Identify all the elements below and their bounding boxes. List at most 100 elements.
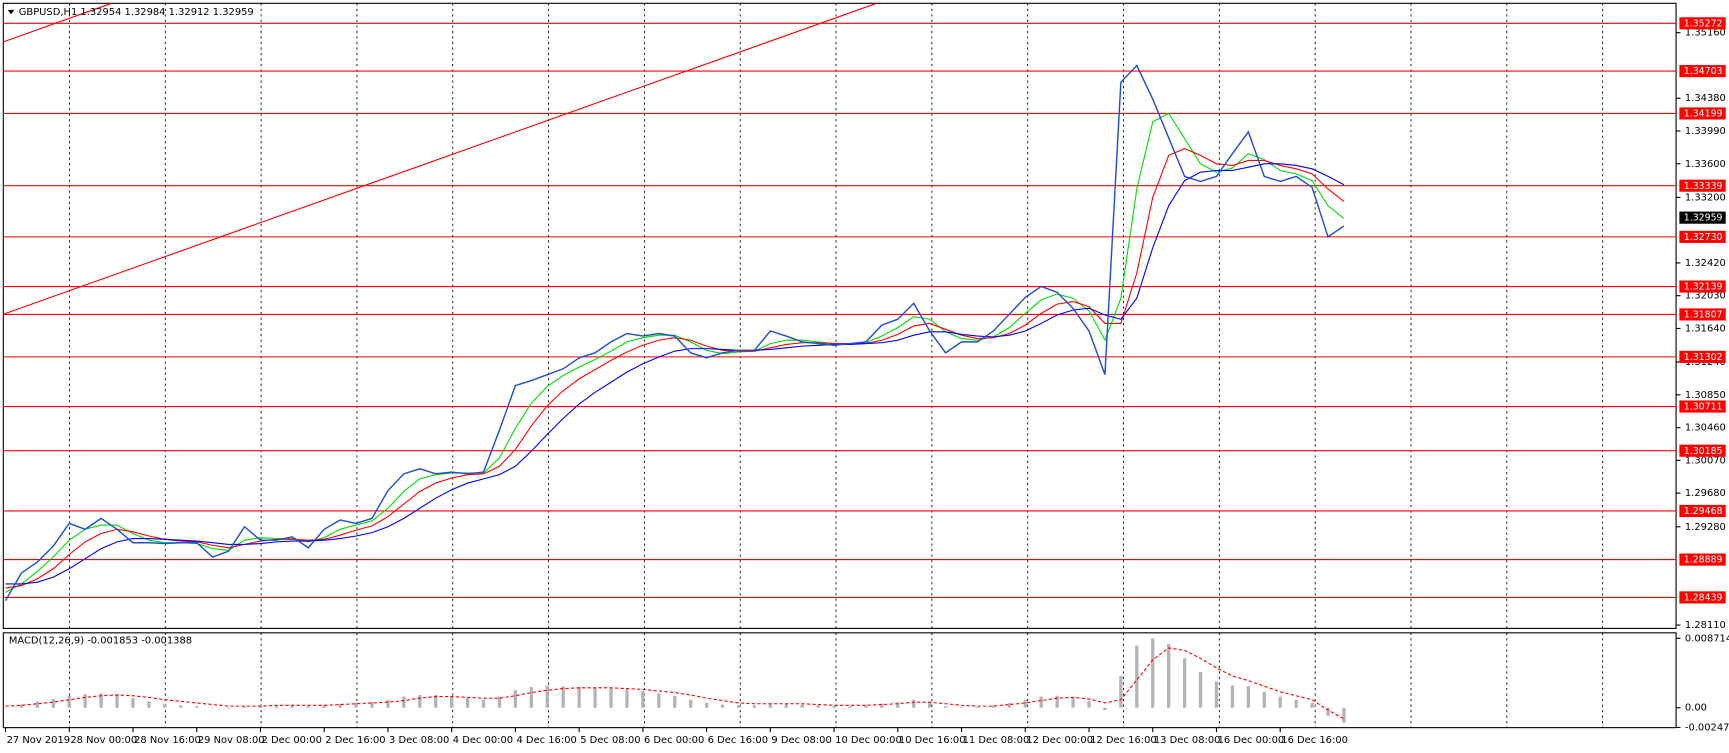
macd-bar <box>1007 702 1011 708</box>
price-level-box <box>1679 350 1726 363</box>
x-tick-label: 11 Dec 08:00 <box>963 735 1030 746</box>
price-level-box <box>1679 444 1726 457</box>
macd-bar <box>1342 707 1346 723</box>
price-level-label: 1.35272 <box>1684 18 1723 29</box>
macd-bar <box>641 690 645 708</box>
macd-bar <box>1246 686 1250 708</box>
macd-bar <box>402 696 406 708</box>
x-tick-label: 29 Nov 08:00 <box>198 735 265 746</box>
macd-bar <box>1023 699 1027 708</box>
macd-bar <box>912 699 916 708</box>
macd-bar <box>657 693 661 708</box>
price-level-label: 1.28439 <box>1684 592 1723 603</box>
macd-bar <box>864 705 868 708</box>
price-level-label: 1.30185 <box>1684 446 1723 457</box>
macd-bar <box>99 693 103 708</box>
macd-bar <box>306 706 310 708</box>
macd-bar <box>434 694 438 708</box>
moving-average <box>5 163 1345 585</box>
price-panel <box>2 2 1677 629</box>
macd-bar <box>195 706 199 708</box>
macd-bar <box>975 706 980 708</box>
y-tick-label: 1.29680 <box>1685 488 1726 499</box>
macd-bar <box>19 704 24 708</box>
macd-bar <box>736 705 741 708</box>
macd-bar <box>1262 691 1266 708</box>
macd-bar <box>1214 681 1219 708</box>
plot-layer <box>3 64 1346 723</box>
x-tick-label: 27 Nov 2019 <box>7 735 70 746</box>
macd-bar <box>609 688 613 708</box>
price-level-label: 1.28889 <box>1684 555 1723 566</box>
y-tick-label: 1.30850 <box>1685 390 1726 401</box>
macd-bar <box>1182 658 1187 708</box>
y-tick-label: 1.31640 <box>1685 323 1726 334</box>
price-level-box <box>1679 17 1726 30</box>
price-level-box <box>1679 179 1726 192</box>
x-tick-label: 6 Dec 16:00 <box>708 735 768 746</box>
price-level-label: 1.31807 <box>1684 309 1723 320</box>
macd-bar <box>35 701 40 708</box>
last-price-box <box>1679 211 1726 224</box>
macd-bar <box>274 705 279 708</box>
macd-bar <box>880 703 884 708</box>
macd-bar <box>147 701 151 708</box>
macd-bar <box>593 687 597 708</box>
macd-bar <box>115 694 119 708</box>
macd-bar <box>545 685 549 708</box>
macd-bar <box>242 706 247 708</box>
x-tick-label: 16 Dec 00:00 <box>1218 735 1285 746</box>
macd-bar <box>943 706 948 708</box>
macd-bar <box>1119 675 1123 708</box>
macd-bar <box>529 687 533 708</box>
y-tick-label: 0.008714 <box>1685 633 1729 644</box>
labels-layer: 1.35160 1.34380 1.33990 1.33600 1.33200 1.324… <box>4 17 1729 746</box>
macd-bar <box>561 686 565 708</box>
price-level-box <box>1679 553 1726 566</box>
macd-panel <box>2 632 1677 729</box>
macd-bar <box>816 705 820 708</box>
macd-bar <box>465 698 470 708</box>
levels-layer <box>3 22 1677 598</box>
macd-bar <box>1230 685 1235 708</box>
x-tick-label: 10 Dec 00:00 <box>835 735 902 746</box>
price-level-box <box>1679 280 1726 293</box>
macd-bar <box>1310 702 1314 708</box>
macd-bar <box>481 699 486 708</box>
macd-bar <box>896 702 900 708</box>
y-tick-label: 1.34380 <box>1685 93 1726 104</box>
macd-bar <box>179 705 183 708</box>
grid-layer <box>69 3 1604 728</box>
price-level-label: 1.29468 <box>1684 506 1723 517</box>
macd-bar <box>991 705 996 708</box>
x-tick-label: 4 Dec 16:00 <box>516 735 576 746</box>
macd-bar <box>689 699 693 708</box>
moving-average <box>5 148 1345 589</box>
macd-bar <box>720 704 725 708</box>
macd-bar <box>1071 697 1075 708</box>
macd-bar <box>673 695 677 708</box>
x-tick-label: 9 Dec 08:00 <box>771 735 831 746</box>
macd-bar <box>752 705 757 708</box>
macd-bar <box>370 702 374 708</box>
x-tick-label: 12 Dec 16:00 <box>1090 735 1157 746</box>
price-level-box <box>1679 504 1726 518</box>
y-tick-label: 1.33990 <box>1685 126 1726 137</box>
price-level-label: 1.31302 <box>1684 352 1723 363</box>
trend-line <box>3 2 877 315</box>
x-tick-label: 28 Nov 00:00 <box>70 735 137 746</box>
y-tick-label: 1.30460 <box>1685 423 1726 434</box>
menu-arrow[interactable] <box>7 9 15 15</box>
x-tick-label: 6 Dec 00:00 <box>644 735 704 746</box>
macd-bar <box>1151 638 1155 708</box>
price-level-label: 1.34703 <box>1684 66 1723 77</box>
macd-bar <box>959 706 964 708</box>
macd-bar <box>83 694 87 708</box>
macd-bar <box>1039 696 1043 708</box>
macd-signal <box>5 647 1345 720</box>
macd-bar <box>386 699 390 708</box>
price-level-box <box>1679 65 1726 78</box>
macd-bar <box>354 702 358 708</box>
y-tick-label: 1.35160 <box>1685 28 1726 39</box>
